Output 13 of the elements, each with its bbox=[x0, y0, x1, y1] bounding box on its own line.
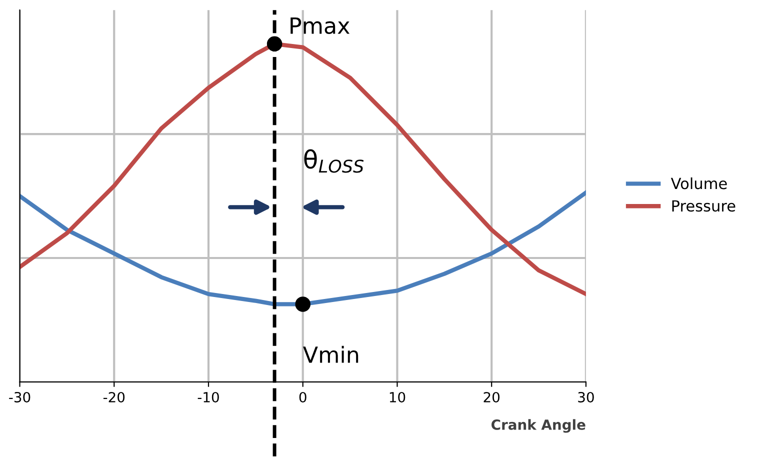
x-tick-label: 0 bbox=[299, 392, 306, 402]
legend-label: Pressure bbox=[672, 200, 736, 212]
x-tick-label: -20 bbox=[103, 392, 125, 402]
legend-label: Volume bbox=[670, 177, 727, 190]
x-axis-title: Crank Angle bbox=[492, 419, 586, 433]
x-tick-label: 10 bbox=[390, 392, 406, 402]
x-tick-label: 30 bbox=[578, 392, 594, 402]
annotation: θ$_{LOSS}$ bbox=[304, 149, 364, 173]
annotation: Pmax bbox=[290, 18, 350, 34]
annotation: Vmin bbox=[303, 346, 358, 363]
x-tick-label: -30 bbox=[9, 392, 30, 402]
x-tick-label: -10 bbox=[198, 392, 219, 402]
x-tick-label: 20 bbox=[484, 392, 500, 402]
